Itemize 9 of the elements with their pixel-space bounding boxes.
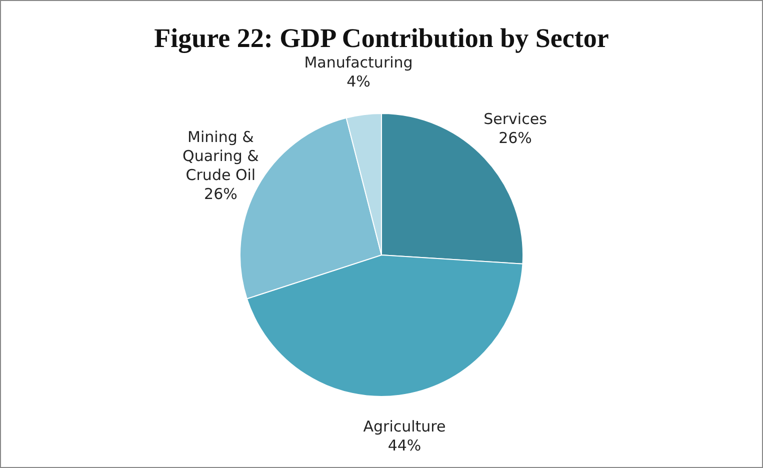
- slice-label: Manufacturing: [304, 53, 413, 72]
- data-label: 44%: [388, 436, 422, 454]
- chart-title: Figure 22: GDP Contribution by Sector: [153, 23, 610, 54]
- slice-label: Services: [484, 110, 548, 128]
- data-label: 26%: [204, 184, 238, 203]
- data-label: 4%: [346, 72, 370, 90]
- slice-label: Agriculture: [363, 417, 446, 436]
- slice-label: Mining & Quaring & Crude Oil: [182, 128, 260, 184]
- data-label: 26%: [498, 128, 532, 147]
